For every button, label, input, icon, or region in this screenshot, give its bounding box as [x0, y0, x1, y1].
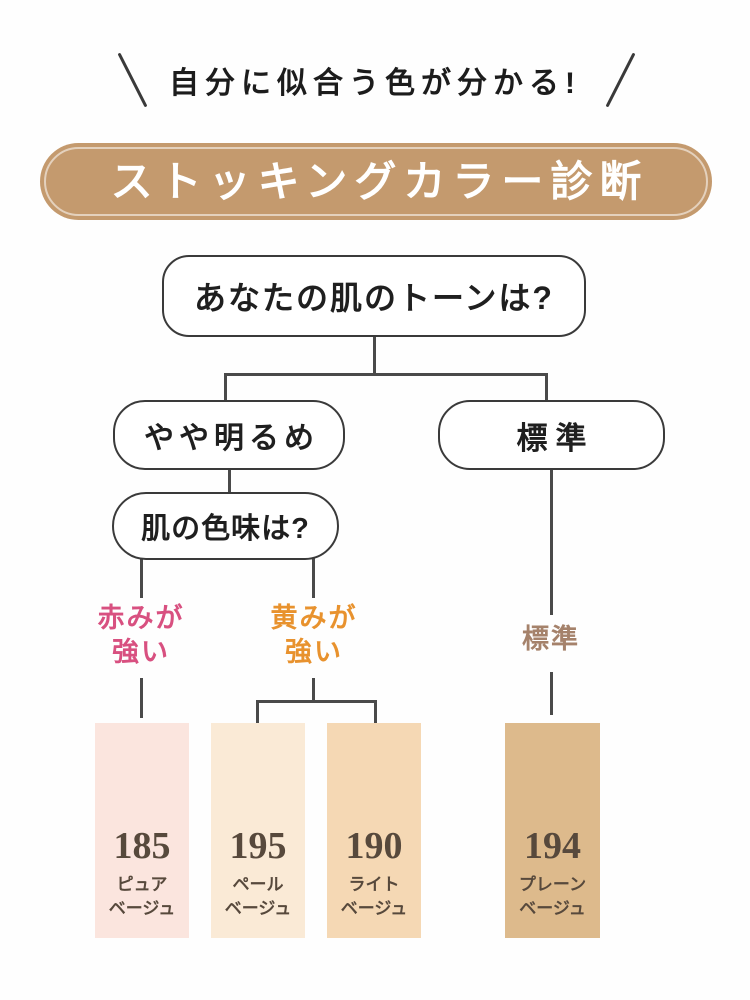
- banner-title: ストッキングカラー診断: [110, 157, 649, 205]
- connector-line: [224, 373, 547, 376]
- swatch-number: 190: [345, 824, 403, 867]
- connector-line: [140, 678, 143, 718]
- outcome-line2: 強い: [112, 636, 170, 667]
- node-skin-hue-question: 肌の色味は?: [112, 492, 339, 560]
- connector-line: [550, 468, 553, 615]
- swatch-195-pale-beige: 195 ペール ベージュ: [211, 723, 305, 938]
- outcome-line1: 赤みが: [97, 603, 185, 633]
- connector-line: [373, 335, 376, 375]
- node-skin-tone-question: あなたの肌のトーンは?: [162, 255, 586, 337]
- connector-line: [312, 678, 315, 702]
- connector-line: [256, 700, 259, 723]
- title-banner: ストッキングカラー診断: [40, 143, 712, 220]
- swatch-190-light-beige: 190 ライト ベージュ: [327, 723, 421, 938]
- connector-line: [140, 558, 143, 598]
- connector-line: [256, 700, 376, 703]
- outcome-line1: 黄みが: [270, 603, 358, 633]
- swatch-name: ペール ベージュ: [224, 874, 292, 919]
- swatch-name: ライト ベージュ: [340, 874, 408, 919]
- node-branch-slightly-bright: やや明るめ: [113, 400, 345, 470]
- connector-line: [224, 373, 227, 403]
- swatch-name: プレーン ベージュ: [518, 874, 587, 919]
- swatch-number: 195: [229, 824, 287, 867]
- node-branch-standard: 標準: [438, 400, 665, 470]
- connector-line: [228, 468, 231, 495]
- tagline-text: 自分に似合う色が分かる!: [169, 67, 581, 100]
- outcome-strong-redness: 赤みが 強い: [71, 602, 211, 670]
- outcome-strong-yellowness: 黄みが 強い: [244, 602, 384, 670]
- connector-line: [545, 373, 548, 403]
- swatch-185-pure-beige: 185 ピュア ベージュ: [95, 723, 189, 938]
- connector-line: [374, 700, 377, 723]
- swatch-number: 185: [113, 824, 171, 867]
- swatch-194-plain-beige: 194 プレーン ベージュ: [505, 723, 600, 938]
- connector-line: [312, 558, 315, 598]
- swatch-number: 194: [524, 824, 581, 867]
- outcome-standard: 標準: [522, 624, 580, 654]
- swatch-name: ピュア ベージュ: [108, 874, 176, 919]
- connector-line: [550, 672, 553, 715]
- outcome-line2: 強い: [285, 636, 343, 667]
